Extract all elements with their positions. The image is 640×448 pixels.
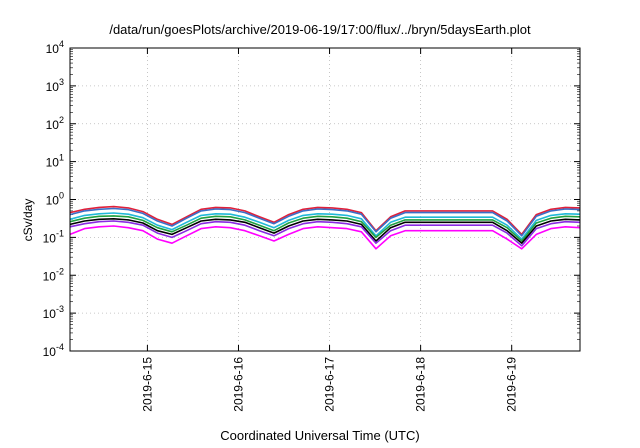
x-tick-label: 2019-6-15: [140, 357, 154, 412]
y-tick-labels: 10-4 10-3 10-2 10-1 100 101 102 103 104: [43, 39, 64, 359]
y-tick-label: 10-3: [43, 304, 64, 321]
x-tick-label: 2019-6-17: [323, 357, 337, 412]
series-line: [69, 215, 581, 242]
series-line: [69, 218, 581, 244]
y-tick-label: 100: [46, 191, 64, 208]
grid-lines: [70, 47, 580, 352]
y-tick-label: 102: [46, 115, 64, 132]
y-tick-label: 10-1: [43, 228, 64, 245]
chart-title: /data/run/goesPlots/archive/2019-06-19/1…: [109, 22, 531, 37]
plot-frame: [69, 47, 581, 352]
y-tick-label: 104: [46, 39, 64, 56]
x-tick-label: 2019-6-16: [231, 357, 245, 412]
x-tick-label: 2019-6-18: [414, 357, 428, 412]
series-line: [69, 225, 581, 250]
series-lines: [69, 205, 581, 250]
x-tick-labels: 2019-6-15 2019-6-16 2019-6-17 2019-6-18 2019…: [140, 357, 518, 412]
y-tick-label: 10-4: [43, 342, 64, 359]
y-tick-label: 101: [46, 153, 64, 170]
x-tick-label: 2019-6-19: [505, 357, 519, 412]
x-axis-label: Coordinated Universal Time (UTC): [220, 428, 420, 443]
series-line: [69, 220, 581, 247]
series-line: [69, 207, 581, 237]
y-tick-label: 10-2: [43, 266, 64, 283]
series-line: [69, 205, 581, 236]
series-line: [69, 212, 581, 240]
y-tick-label: 103: [46, 77, 64, 94]
